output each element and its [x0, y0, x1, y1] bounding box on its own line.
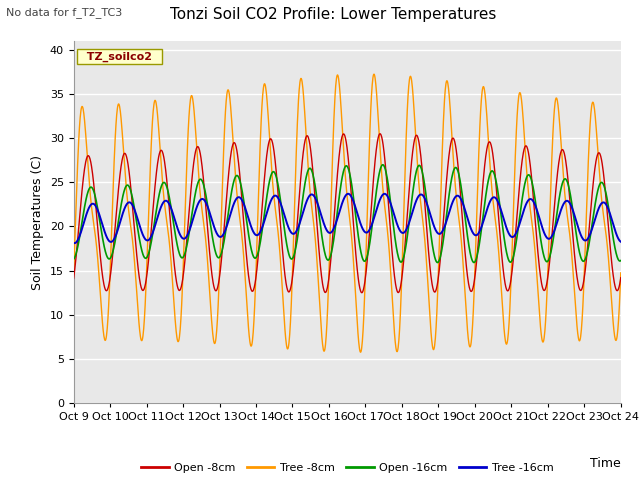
Legend: Open -8cm, Tree -8cm, Open -16cm, Tree -16cm: Open -8cm, Tree -8cm, Open -16cm, Tree -…: [136, 458, 558, 478]
Text: Time: Time: [590, 457, 621, 470]
Text: Tonzi Soil CO2 Profile: Lower Temperatures: Tonzi Soil CO2 Profile: Lower Temperatur…: [170, 7, 496, 22]
Y-axis label: Soil Temperatures (C): Soil Temperatures (C): [31, 155, 44, 289]
Text: TZ_soilco2: TZ_soilco2: [79, 52, 160, 62]
Text: No data for f_T2_TC3: No data for f_T2_TC3: [6, 7, 123, 18]
